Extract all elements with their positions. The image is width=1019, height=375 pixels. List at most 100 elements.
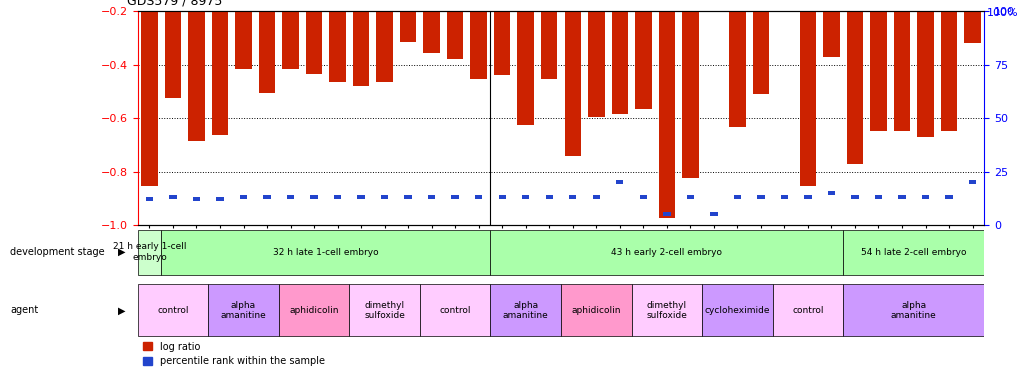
FancyBboxPatch shape [843,284,983,336]
Bar [235,11,252,69]
Bar [592,195,599,199]
Bar [729,11,745,128]
Text: 100%: 100% [986,9,1018,18]
Bar [921,195,928,199]
Bar [428,195,435,199]
FancyBboxPatch shape [772,284,843,336]
Text: alpha
amanitine: alpha amanitine [890,301,935,320]
Bar [588,11,604,117]
Bar [498,195,505,199]
Text: agent: agent [10,305,39,315]
Bar [282,11,299,69]
Bar [333,195,341,199]
Text: aphidicolin: aphidicolin [571,306,621,315]
Bar [564,11,581,156]
Text: alpha
amanitine: alpha amanitine [220,301,266,320]
Bar [169,195,176,199]
Bar [968,180,975,184]
FancyBboxPatch shape [490,230,843,274]
Bar [733,195,741,199]
Bar [569,195,576,199]
Text: cycloheximide: cycloheximide [704,306,769,315]
Legend: log ratio, percentile rank within the sample: log ratio, percentile rank within the sa… [143,342,325,366]
Bar [775,1,792,11]
Text: 54 h late 2-cell embryo: 54 h late 2-cell embryo [860,248,966,256]
Bar [658,11,675,218]
Bar [475,195,482,199]
Bar [212,11,228,135]
Text: control: control [792,306,823,315]
Bar [639,195,646,199]
Text: control: control [439,306,471,315]
Text: 21 h early 1-cell
embryo: 21 h early 1-cell embryo [112,243,186,262]
FancyBboxPatch shape [843,230,983,274]
Bar [146,197,153,201]
Bar [874,195,881,199]
Bar [263,195,270,199]
Bar [357,195,365,199]
Bar [662,212,669,216]
FancyBboxPatch shape [348,284,420,336]
FancyBboxPatch shape [701,284,772,336]
Bar [827,191,835,195]
Bar [189,11,205,141]
Bar [446,11,463,59]
Bar [756,195,764,199]
Bar [682,11,698,178]
Bar [259,11,275,93]
FancyBboxPatch shape [490,284,560,336]
Bar [353,11,369,86]
Bar [846,11,862,164]
Text: 43 h early 2-cell embryo: 43 h early 2-cell embryo [610,248,721,256]
Bar [611,11,628,114]
Bar [470,11,486,80]
Bar [193,197,200,201]
Text: development stage: development stage [10,247,105,257]
Bar [399,11,416,42]
Bar [286,195,293,199]
Bar [141,11,158,186]
Bar [522,195,529,199]
Text: alpha
amanitine: alpha amanitine [502,301,548,320]
Bar [423,11,439,53]
Bar [780,195,788,199]
Text: dimethyl
sulfoxide: dimethyl sulfoxide [364,301,405,320]
Bar [165,11,181,98]
Text: dimethyl
sulfoxide: dimethyl sulfoxide [646,301,687,320]
Bar [705,1,721,11]
Text: aphidicolin: aphidicolin [289,306,338,315]
Bar [893,11,909,132]
Bar [869,11,886,132]
Bar [945,195,952,199]
FancyBboxPatch shape [138,230,161,274]
Bar [851,195,858,199]
Bar [216,197,223,201]
Bar [963,11,980,44]
Bar [803,195,811,199]
Bar [517,11,533,125]
FancyBboxPatch shape [278,284,348,336]
Bar [380,195,388,199]
FancyBboxPatch shape [208,284,278,336]
Bar [540,11,557,80]
Bar [635,11,651,109]
FancyBboxPatch shape [138,284,208,336]
Text: ▶: ▶ [118,247,125,257]
Bar [376,11,392,82]
FancyBboxPatch shape [631,284,701,336]
Bar [916,11,932,137]
FancyBboxPatch shape [161,230,490,274]
FancyBboxPatch shape [420,284,490,336]
Text: 32 h late 1-cell embryo: 32 h late 1-cell embryo [273,248,378,256]
Bar [310,195,318,199]
Bar [493,11,510,75]
Text: GDS579 / 8975: GDS579 / 8975 [127,0,223,8]
Bar [545,195,552,199]
Text: control: control [157,306,189,315]
Bar [306,11,322,74]
Bar [615,180,623,184]
Bar [822,11,839,57]
Text: ▶: ▶ [118,305,125,315]
Bar [239,195,247,199]
Bar [686,195,693,199]
